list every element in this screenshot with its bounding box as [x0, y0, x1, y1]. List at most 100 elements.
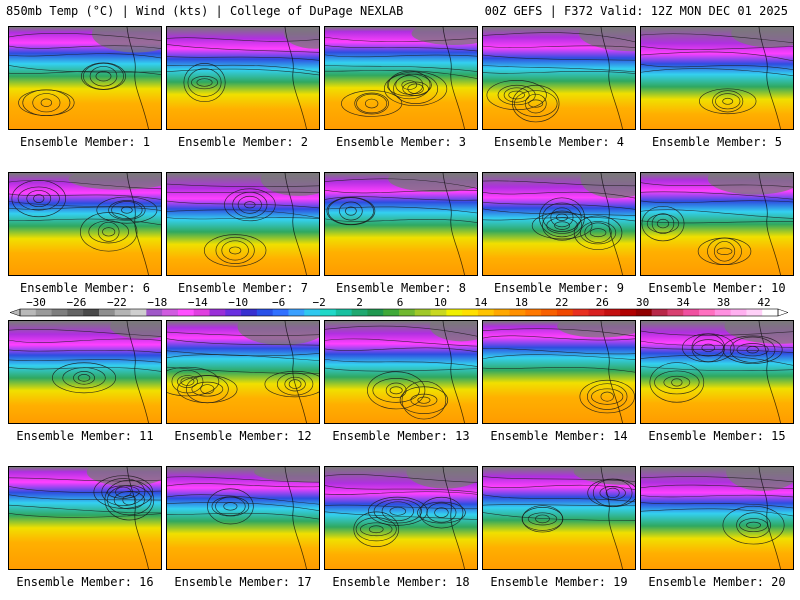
colorbar-swatch	[225, 309, 242, 316]
wind-contour	[646, 213, 680, 234]
colorbar-swatch	[714, 309, 732, 316]
temperature-map	[9, 321, 161, 423]
colorbar-tick-label: 42	[757, 296, 770, 309]
wind-streamline	[167, 483, 319, 488]
wind-contour	[102, 227, 116, 237]
wind-contour	[649, 362, 705, 403]
ensemble-map-panel	[8, 172, 162, 276]
wind-contour	[18, 89, 75, 116]
colorbar-swatch	[556, 309, 574, 316]
wind-contour	[586, 383, 628, 410]
wind-streamline	[167, 502, 319, 511]
wind-contour	[355, 517, 397, 542]
coastline	[126, 321, 149, 423]
wind-contour	[528, 99, 544, 108]
cold-air-region	[284, 27, 319, 49]
cold-air-region	[724, 321, 793, 344]
wind-contour	[722, 505, 785, 545]
wind-contour	[701, 343, 716, 352]
cold-air-region	[707, 173, 793, 195]
temperature-map	[483, 321, 635, 423]
ensemble-member-caption: Ensemble Member: 4	[493, 135, 625, 149]
wind-contour	[407, 83, 424, 95]
wind-contour	[121, 206, 133, 214]
colorbar-tick-label: −10	[228, 296, 248, 309]
wind-contour	[200, 384, 215, 395]
wind-contour	[73, 371, 95, 385]
wind-streamline	[483, 348, 635, 355]
wind-contour	[497, 84, 536, 106]
wind-contour	[191, 75, 219, 90]
wind-contour	[229, 246, 242, 255]
wind-contour	[399, 386, 449, 414]
wind-contour	[513, 90, 558, 118]
wind-contour	[524, 93, 547, 114]
colorbar-tick-label: −26	[67, 296, 87, 309]
wind-streamline	[641, 354, 793, 366]
wind-streamline	[325, 491, 477, 495]
wind-contour	[353, 511, 400, 548]
colorbar-swatch	[177, 309, 195, 316]
wind-contour	[508, 90, 525, 100]
colorbar-swatch	[383, 309, 400, 316]
wind-streamline	[9, 494, 161, 501]
ensemble-member-caption: Ensemble Member: 3	[335, 135, 467, 149]
wind-streamline	[167, 183, 319, 187]
ensemble-map-panel	[640, 26, 794, 130]
colorbar-tick-label: 38	[717, 296, 730, 309]
colorbar-tick-label: 22	[555, 296, 568, 309]
wind-contour	[354, 92, 389, 115]
wind-contour	[368, 525, 384, 534]
wind-contour	[221, 240, 249, 261]
colorbar-swatch	[83, 309, 100, 316]
colorbar-swatch	[414, 309, 432, 316]
wind-contour	[360, 522, 393, 537]
temperature-map	[641, 173, 793, 275]
wind-streamline	[325, 45, 477, 52]
ensemble-member-caption: Ensemble Member: 16	[16, 575, 154, 589]
colorbar-swatch	[477, 309, 495, 316]
colorbar-tick-label: 2	[356, 296, 363, 309]
wind-streamline	[641, 64, 793, 71]
wind-streamline	[483, 191, 635, 199]
wind-streamline	[9, 180, 161, 190]
wind-streamline	[325, 178, 477, 189]
colorbar-swatch	[699, 309, 716, 316]
colorbar-swatch	[604, 309, 621, 316]
wind-streamline	[641, 68, 793, 77]
colorbar-tick-label: 14	[474, 296, 488, 309]
temperature-shading	[9, 173, 161, 275]
colorbar-tick-label: 10	[434, 296, 447, 309]
temperature-map	[483, 27, 635, 129]
ensemble-member-caption: Ensemble Member: 10	[648, 281, 786, 295]
colorbar-swatch	[130, 309, 147, 316]
wind-streamline	[167, 37, 319, 42]
wind-contour	[95, 71, 112, 82]
wind-streamline	[483, 54, 635, 61]
wind-streamline	[167, 512, 319, 520]
temperature-map	[641, 321, 793, 423]
wind-contour	[395, 75, 424, 95]
wind-contour	[264, 370, 319, 398]
wind-contour	[579, 221, 617, 245]
wind-contour	[503, 87, 530, 103]
coastline	[126, 173, 149, 275]
temperature-map	[325, 321, 477, 423]
wind-streamline	[483, 484, 635, 490]
wind-contour	[401, 80, 418, 90]
wind-contour	[542, 210, 583, 241]
wind-contour	[373, 499, 422, 524]
ensemble-map-panel	[640, 320, 794, 424]
wind-contour	[191, 381, 224, 397]
wind-contour	[276, 372, 314, 396]
ensemble-member-caption: Ensemble Member: 18	[332, 575, 470, 589]
wind-contour	[573, 215, 623, 250]
colorbar-tick-label: −22	[107, 296, 127, 309]
wind-streamline	[325, 65, 477, 72]
ensemble-map-panel	[324, 466, 478, 570]
wind-contour	[79, 212, 138, 252]
wind-contour	[401, 380, 447, 420]
wind-contour	[203, 234, 267, 267]
temperature-map	[9, 467, 161, 569]
wind-contour	[207, 488, 254, 525]
